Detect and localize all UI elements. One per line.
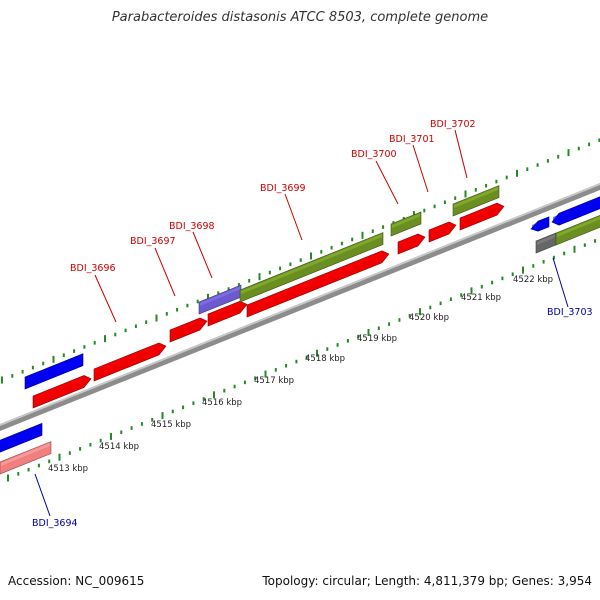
kbp-label: 4516 kbp [202,398,242,408]
genome-summary-text: Topology: circular; Length: 4,811,379 bp… [262,574,592,588]
kbp-label: 4513 kbp [48,464,88,474]
gene-feature-blue-left-bottom [0,422,43,453]
gene-feature-red-2 [93,342,167,382]
tick-tracks [1,138,600,482]
gene-labels: BDI_3696 BDI_3697 BDI_3698 BDI_3699 BDI_… [32,119,593,529]
gene-feature-green-2 [390,211,422,237]
gene-feature-red-5 [397,233,426,255]
gene-feature-green-right [555,215,600,246]
genome-title: Parabacteroides distasonis ATCC 8503, co… [111,10,489,25]
accession-text: Accession: NC_009615 [8,574,145,588]
kbp-label: 4519 kbp [357,334,397,344]
kbp-label: 4521 kbp [461,293,501,303]
gene-features [0,185,600,475]
gene-label-bdi-3703: BDI_3703 [547,307,593,318]
gene-feature-red-6 [428,221,457,243]
gene-label-bdi-3698: BDI_3698 [169,221,215,232]
gene-feature-green-long [239,232,384,303]
genome-backbone [0,183,600,431]
gene-feature-grey-right [535,232,557,254]
gene-feature-red-3 [169,317,208,343]
kbp-label: 4515 kbp [151,420,191,430]
gene-feature-red-4 [207,300,248,327]
kbp-label: 4518 kbp [305,354,345,364]
gene-feature-blue-left-top [24,353,84,390]
gene-label-bdi-3694: BDI_3694 [32,518,78,529]
gene-label-bdi-3702: BDI_3702 [430,119,476,130]
gene-feature-red-1 [32,375,92,409]
gene-feature-green-3 [452,185,500,217]
gene-label-bdi-3701: BDI_3701 [389,134,435,145]
gene-label-bdi-3696: BDI_3696 [70,263,116,274]
kbp-label: 4522 kbp [513,275,553,285]
leader-lines [34,129,569,517]
gene-feature-blue-right-small [530,216,550,232]
kbp-label: 4517 kbp [254,376,294,386]
gene-label-bdi-3699: BDI_3699 [260,183,306,194]
gene-feature-pink-left [0,441,52,475]
gene-feature-red-7 [459,202,505,231]
gene-feature-red-long [246,250,390,318]
gene-label-bdi-3697: BDI_3697 [130,236,176,247]
kbp-labels: 4513 kbp 4514 kbp 4515 kbp 4516 kbp 4517… [48,275,553,474]
kbp-label: 4514 kbp [99,442,139,452]
gene-label-bdi-3700: BDI_3700 [351,149,397,160]
kbp-label: 4520 kbp [409,313,449,323]
gene-feature-blue-right [551,196,600,226]
